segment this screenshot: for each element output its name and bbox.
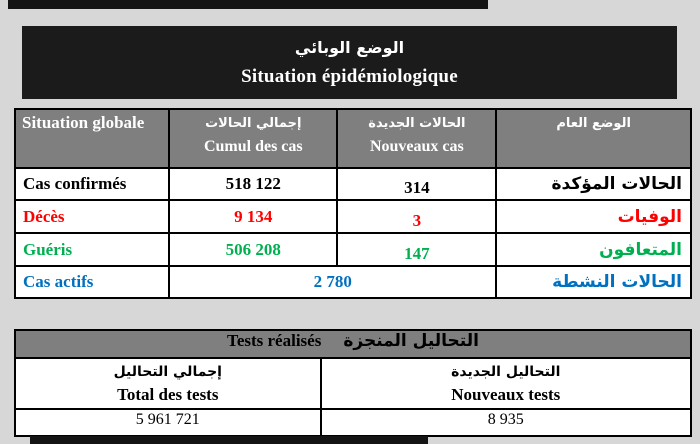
confirmed-cumul-value: 518 122 xyxy=(168,167,339,201)
total-tests-value: 5 961 721 xyxy=(14,408,322,437)
adjacent-section-bottom-bar xyxy=(30,436,428,444)
deaths-label-french: Décès xyxy=(13,199,171,234)
nouveaux-header-cell: الحالات الجديدة Nouveaux cas xyxy=(336,108,498,169)
tests-title-arabic: التحاليل المنجزة xyxy=(343,331,479,351)
active-total-value: 2 780 xyxy=(168,265,498,299)
recovered-cumul-value: 506 208 xyxy=(168,232,339,267)
confirmed-label-arabic: الحالات المؤكدة xyxy=(495,167,692,201)
confirmed-label-french: Cas confirmés xyxy=(13,167,171,201)
total-tests-header-cell: إجمالي التحاليل Total des tests xyxy=(14,357,322,410)
recovered-new-value: 147 xyxy=(336,232,498,267)
tests-title-cell: Tests réalisés التحاليل المنجزة xyxy=(14,329,692,359)
cumul-header-arabic: إجمالي الحالات xyxy=(205,116,302,131)
corner-header-cell: Situation globale xyxy=(13,108,171,169)
deaths-label-arabic: الوفيات xyxy=(495,199,692,234)
page-title-french: Situation épidémiologique xyxy=(241,65,458,87)
overview-header-cell: الوضع العام xyxy=(495,108,692,169)
new-tests-header-cell: التحاليل الجديدة Nouveaux tests xyxy=(319,357,693,410)
new-tests-value: 8 935 xyxy=(319,408,693,437)
active-label-french: Cas actifs xyxy=(13,265,171,299)
recovered-label-french: Guéris xyxy=(13,232,171,267)
page-title-arabic: الوضع الوبائي xyxy=(294,37,405,57)
nouveaux-header-arabic: الحالات الجديدة xyxy=(368,116,466,131)
cumul-header-cell: إجمالي الحالات Cumul des cas xyxy=(168,108,339,169)
nouveaux-header-french: Nouveaux cas xyxy=(369,138,464,155)
tests-header-row: إجمالي التحاليل Total des tests التحاليل… xyxy=(14,357,693,410)
new-tests-header-french: Nouveaux tests xyxy=(451,385,561,404)
deaths-new-value: 3 xyxy=(336,199,498,234)
situation-header-row: Situation globale إجمالي الحالات Cumul d… xyxy=(13,108,692,169)
page-title-banner: الوضع الوبائي Situation épidémiologique xyxy=(22,26,677,99)
active-label-arabic: الحالات النشطة xyxy=(495,265,692,299)
tests-title-row: Tests réalisés التحاليل المنجزة xyxy=(14,329,692,359)
table-row-active: Cas actifs 2 780 الحالات النشطة xyxy=(13,265,692,299)
table-row-deaths: Décès 9 134 3 الوفيات xyxy=(13,199,692,234)
situation-table: Situation globale إجمالي الحالات Cumul d… xyxy=(13,108,692,299)
new-tests-header-arabic: التحاليل الجديدة xyxy=(451,364,561,380)
deaths-cumul-value: 9 134 xyxy=(168,199,339,234)
total-tests-header-arabic: إجمالي التحاليل xyxy=(113,364,222,380)
tests-title-french: Tests réalisés xyxy=(227,331,322,350)
tests-table: Tests réalisés التحاليل المنجزة إجمالي ال… xyxy=(14,329,693,437)
adjacent-section-top-bar xyxy=(8,0,488,9)
tests-values-row: 5 961 721 8 935 xyxy=(14,408,693,437)
recovered-label-arabic: المتعافون xyxy=(495,232,692,267)
total-tests-header-french: Total des tests xyxy=(117,385,219,404)
cumul-header-french: Cumul des cas xyxy=(203,138,303,155)
confirmed-new-value: 314 xyxy=(336,167,498,201)
table-row-confirmed: Cas confirmés 518 122 314 الحالات المؤكد… xyxy=(13,167,692,201)
table-row-recovered: Guéris 506 208 147 المتعافون xyxy=(13,232,692,267)
